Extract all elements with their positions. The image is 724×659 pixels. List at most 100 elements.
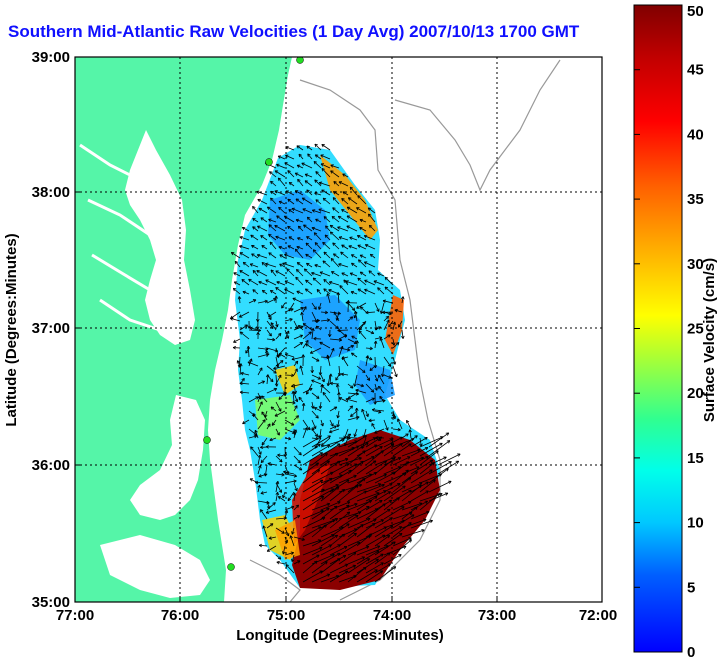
velocity-arrow-head <box>433 479 436 483</box>
velocity-arrow <box>284 374 294 376</box>
velocity-arrow-head <box>278 201 282 205</box>
velocity-arrow <box>311 419 317 429</box>
velocity-arrow <box>311 488 335 502</box>
velocity-arrow <box>312 249 322 259</box>
velocity-arrow <box>270 322 277 331</box>
velocity-arrow-head <box>369 500 373 504</box>
velocity-arrow <box>349 186 358 196</box>
velocity-arrow-head <box>265 348 269 351</box>
velocity-arrow-head <box>306 236 309 240</box>
velocity-arrow-head <box>365 310 369 314</box>
velocity-arrow-head <box>278 398 282 400</box>
velocity-arrow-head <box>349 387 354 389</box>
velocity-arrow-head <box>298 396 302 399</box>
velocity-arrow-head <box>268 334 272 337</box>
velocity-arrow-head <box>328 435 331 439</box>
velocity-arrow-head <box>378 374 382 377</box>
velocity-arrow <box>293 464 303 471</box>
velocity-arrow-head <box>313 426 316 429</box>
velocity-arrow-head <box>294 474 298 477</box>
velocity-arrow-head <box>301 197 305 201</box>
velocity-arrow-head <box>320 452 323 456</box>
velocity-arrow-head <box>409 477 412 481</box>
velocity-arrow-head <box>337 292 341 296</box>
velocity-arrow <box>342 173 349 178</box>
velocity-arrow-head <box>338 501 341 505</box>
velocity-arrow-head <box>317 358 320 362</box>
velocity-arrow-head <box>266 548 270 552</box>
velocity-arrow-head <box>391 457 395 460</box>
velocity-arrow <box>383 443 403 457</box>
velocity-arrow-head <box>318 372 321 376</box>
velocity-arrow <box>291 208 304 214</box>
velocity-arrow <box>275 455 283 463</box>
velocity-arrow-head <box>265 300 268 304</box>
velocity-arrow <box>347 558 370 574</box>
velocity-arrow <box>349 237 358 241</box>
velocity-arrow-head <box>258 208 261 212</box>
velocity-arrow <box>302 443 321 457</box>
velocity-arrow-head <box>285 353 289 355</box>
velocity-arrow-head <box>291 506 295 510</box>
velocity-arrow <box>257 446 262 455</box>
velocity-arrow <box>338 347 350 351</box>
velocity-arrow-head <box>388 509 391 513</box>
velocity-arrow <box>348 245 358 250</box>
velocity-arrow <box>383 554 402 565</box>
velocity-arrow <box>302 539 321 547</box>
velocity-arrow-head <box>377 483 382 485</box>
velocity-arrow-head <box>257 331 260 335</box>
velocity-arrow-head <box>314 232 318 234</box>
velocity-arrow-head <box>383 503 386 507</box>
velocity-arrow <box>347 518 371 529</box>
velocity-arrow <box>252 206 259 214</box>
velocity-arrow-head <box>370 533 373 537</box>
velocity-arrow <box>347 556 365 565</box>
velocity-arrow-head <box>299 459 301 464</box>
velocity-arrow <box>302 554 320 565</box>
velocity-arrow-head <box>325 453 328 457</box>
velocity-arrow-head <box>331 271 334 275</box>
velocity-arrow <box>311 519 336 529</box>
velocity-arrow <box>256 270 268 277</box>
velocity-arrow <box>365 446 383 457</box>
velocity-arrow <box>329 504 350 520</box>
velocity-arrow <box>291 356 304 360</box>
velocity-arrow <box>257 300 268 304</box>
velocity-arrow-head <box>264 299 268 302</box>
velocity-arrow <box>329 281 340 286</box>
velocity-arrow <box>311 328 314 340</box>
velocity-arrow <box>345 398 358 403</box>
velocity-arrow <box>374 320 377 331</box>
velocity-arrow <box>270 406 277 412</box>
velocity-arrow-head <box>353 433 355 437</box>
velocity-arrow <box>338 346 343 358</box>
velocity-arrow <box>255 482 268 484</box>
velocity-arrow <box>357 244 367 250</box>
velocity-arrow-head <box>345 458 349 462</box>
velocity-arrow <box>312 277 322 286</box>
velocity-arrow <box>278 177 286 187</box>
velocity-arrow <box>252 289 259 295</box>
velocity-arrow-head <box>415 435 418 439</box>
velocity-arrow-head <box>354 407 358 411</box>
velocity-arrow-head <box>368 213 370 218</box>
velocity-arrow <box>298 153 304 160</box>
velocity-arrow <box>278 496 286 502</box>
velocity-arrow-head <box>330 258 333 262</box>
velocity-arrow-head <box>277 364 280 368</box>
velocity-arrow-head <box>265 279 268 283</box>
velocity-arrow-head <box>321 189 324 193</box>
velocity-arrow-head <box>329 225 332 229</box>
velocity-arrow-head <box>337 328 341 331</box>
velocity-arrow-head <box>357 244 360 248</box>
velocity-arrow-head <box>261 290 264 294</box>
velocity-arrow <box>290 535 295 547</box>
velocity-arrow-head <box>277 454 281 458</box>
velocity-arrow <box>287 225 295 232</box>
velocity-arrow-head <box>333 181 336 185</box>
x-tick-label: 77:00 <box>56 607 94 624</box>
velocity-arrow <box>293 536 305 541</box>
velocity-arrow-head <box>430 469 433 473</box>
velocity-arrow <box>331 271 340 277</box>
